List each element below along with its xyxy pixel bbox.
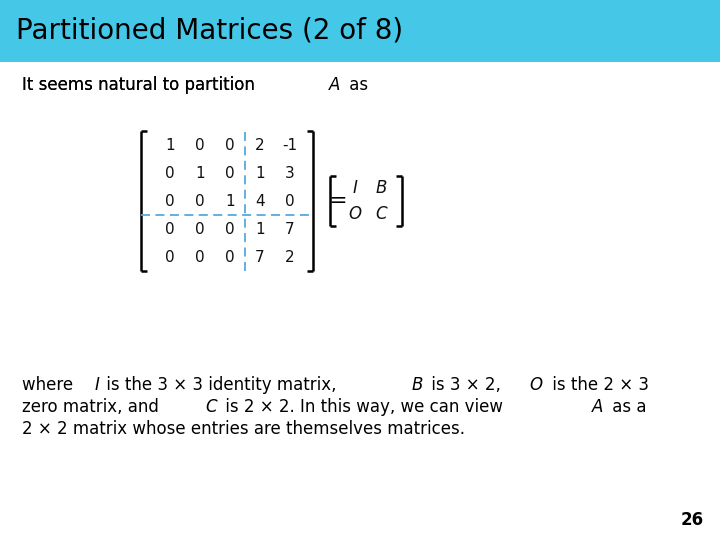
Text: 0: 0 [195, 249, 204, 265]
Text: 4: 4 [255, 193, 265, 208]
Text: A: A [329, 76, 341, 94]
Text: O: O [530, 376, 543, 394]
Text: 1: 1 [165, 138, 175, 152]
Text: 1: 1 [255, 221, 265, 237]
Text: 0: 0 [165, 165, 175, 180]
Text: 0: 0 [165, 249, 175, 265]
Text: 1: 1 [225, 193, 235, 208]
Text: 0: 0 [195, 193, 204, 208]
Text: =: = [329, 191, 348, 211]
Text: 0: 0 [225, 221, 235, 237]
Text: where: where [22, 376, 78, 394]
Text: 1: 1 [195, 165, 204, 180]
Text: 0: 0 [225, 138, 235, 152]
Text: 0: 0 [195, 221, 204, 237]
Text: I: I [95, 376, 99, 394]
Text: 7: 7 [285, 221, 294, 237]
Text: 2: 2 [255, 138, 265, 152]
Text: O: O [348, 205, 361, 223]
Text: I: I [353, 179, 357, 197]
Text: as: as [344, 76, 368, 94]
Text: is 3 × 2,: is 3 × 2, [426, 376, 506, 394]
Text: 0: 0 [285, 193, 294, 208]
Text: zero matrix, and: zero matrix, and [22, 398, 164, 416]
Text: 2 × 2 matrix whose entries are themselves matrices.: 2 × 2 matrix whose entries are themselve… [22, 420, 465, 438]
Text: 2: 2 [285, 249, 294, 265]
Text: 7: 7 [255, 249, 265, 265]
Text: 3: 3 [285, 165, 295, 180]
Text: 0: 0 [165, 193, 175, 208]
Text: 1: 1 [255, 165, 265, 180]
Text: It seems natural to partition: It seems natural to partition [22, 76, 260, 94]
Text: B: B [375, 179, 387, 197]
Text: C: C [205, 398, 217, 416]
Text: is the 3 × 3 identity matrix,: is the 3 × 3 identity matrix, [101, 376, 342, 394]
Text: B: B [412, 376, 423, 394]
Text: Partitioned Matrices (2 of 8): Partitioned Matrices (2 of 8) [16, 17, 403, 45]
FancyBboxPatch shape [0, 0, 720, 62]
Text: 0: 0 [225, 249, 235, 265]
Text: 0: 0 [225, 165, 235, 180]
Text: 0: 0 [195, 138, 204, 152]
Text: 0: 0 [165, 221, 175, 237]
Text: It seems natural to partition: It seems natural to partition [22, 76, 260, 94]
Text: is the 2 × 3: is the 2 × 3 [546, 376, 649, 394]
Text: C: C [375, 205, 387, 223]
Text: 26: 26 [681, 511, 704, 529]
Text: is 2 × 2. In this way, we can view: is 2 × 2. In this way, we can view [220, 398, 508, 416]
Text: -1: -1 [282, 138, 297, 152]
Text: as a: as a [607, 398, 647, 416]
Text: A: A [593, 398, 603, 416]
